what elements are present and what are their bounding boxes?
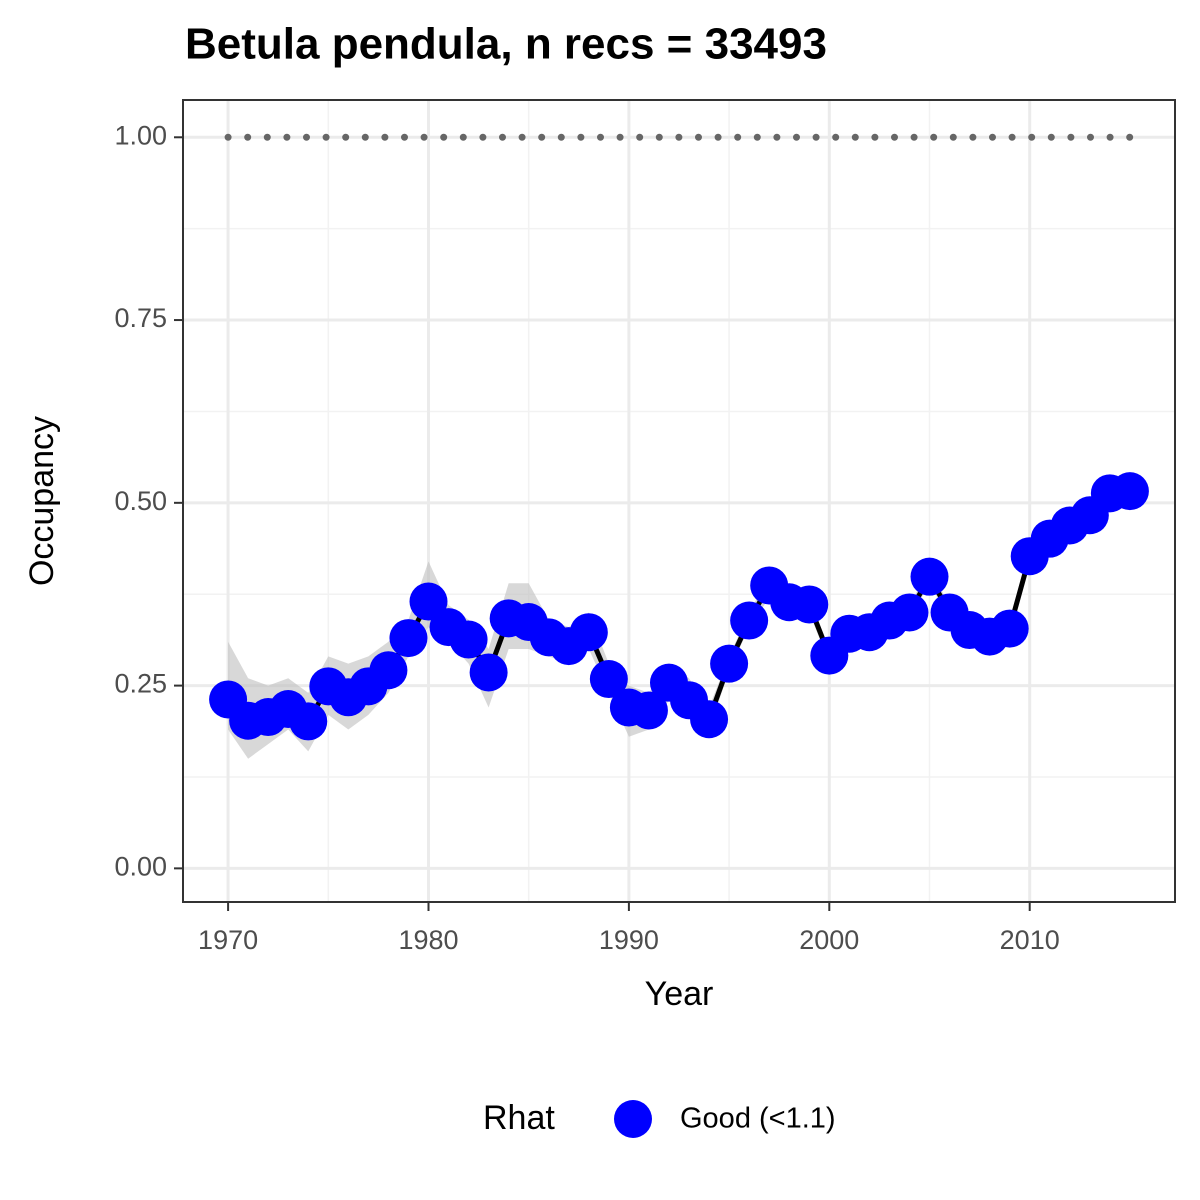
data-point: [1110, 472, 1149, 511]
data-point: [409, 582, 448, 621]
data-point: [289, 702, 328, 741]
data-point: [730, 601, 769, 640]
data-point: [629, 691, 668, 730]
data-point: [910, 557, 949, 596]
legend-marker: [614, 1100, 652, 1138]
x-tick-label: 1970: [198, 925, 258, 955]
x-tick-label: 1990: [599, 925, 659, 955]
legend-label: Good (<1.1): [680, 1103, 836, 1135]
plot-border: [182, 99, 1176, 903]
data-point: [890, 593, 929, 632]
x-tick-label: 2010: [1000, 925, 1060, 955]
data-point: [690, 700, 729, 739]
y-tick-label: 0.00: [114, 851, 167, 881]
y-tick-label: 0.25: [114, 669, 167, 699]
x-tick-label: 2000: [799, 925, 859, 955]
y-tick-label: 0.50: [114, 486, 167, 516]
x-axis-label: Year: [645, 975, 714, 1013]
data-point: [389, 619, 428, 658]
data-point: [469, 653, 508, 692]
data-point: [589, 660, 628, 699]
legend-title: Rhat: [483, 1099, 555, 1137]
data-point: [449, 620, 488, 659]
chart-title: Betula pendula, n recs = 33493: [185, 20, 827, 69]
data-point: [990, 609, 1029, 648]
y-axis-label: Occupancy: [23, 416, 61, 586]
data-point: [710, 644, 749, 683]
y-tick-label: 0.75: [114, 303, 167, 333]
data-point: [790, 585, 829, 624]
x-tick-label: 1980: [398, 925, 458, 955]
data-point: [369, 651, 408, 690]
data-point: [569, 613, 608, 652]
y-tick-label: 1.00: [114, 120, 167, 150]
